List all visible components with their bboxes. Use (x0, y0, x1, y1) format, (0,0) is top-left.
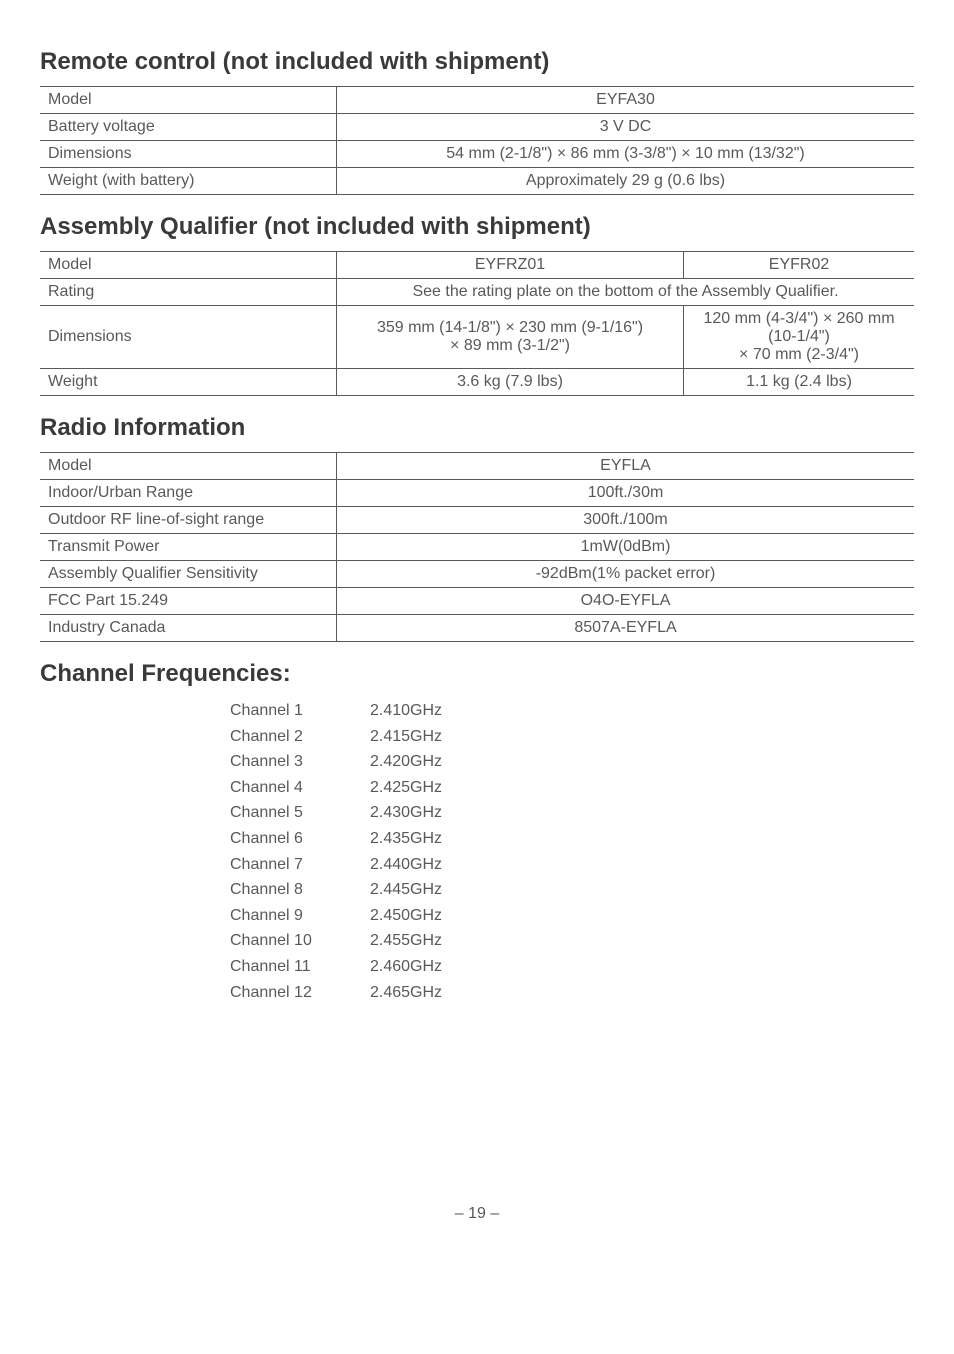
remote-control-table: Model EYFA30 Battery voltage 3 V DC Dime… (40, 86, 914, 195)
dim-a-line2: × 89 mm (3-1/2") (450, 337, 570, 354)
cell-value: 100ft./30m (337, 480, 915, 507)
cell-label: Rating (40, 279, 337, 306)
cell-value: EYFLA (337, 453, 915, 480)
cell-value: 1.1 kg (2.4 lbs) (684, 369, 915, 396)
cell-value: 120 mm (4-3/4") × 260 mm (10-1/4") × 70 … (684, 306, 915, 369)
channel-label: Channel 12 (230, 980, 370, 1006)
cell-label: Weight (with battery) (40, 168, 337, 195)
assembly-qualifier-table: Model EYFRZ01 EYFR02 Rating See the rati… (40, 251, 914, 396)
channel-freq: 2.435GHz (370, 826, 442, 852)
channel-row: Channel 52.430GHz (230, 800, 914, 826)
cell-value: 3.6 kg (7.9 lbs) (337, 369, 684, 396)
cell-value: 359 mm (14-1/8") × 230 mm (9-1/16") × 89… (337, 306, 684, 369)
table-row: Dimensions 54 mm (2-1/8") × 86 mm (3-3/8… (40, 141, 914, 168)
cell-label: Transmit Power (40, 534, 337, 561)
channel-label: Channel 8 (230, 877, 370, 903)
table-row: Dimensions 359 mm (14-1/8") × 230 mm (9-… (40, 306, 914, 369)
cell-value: 300ft./100m (337, 507, 915, 534)
table-row: Outdoor RF line-of-sight range 300ft./10… (40, 507, 914, 534)
table-row: Weight (with battery) Approximately 29 g… (40, 168, 914, 195)
cell-value: Approximately 29 g (0.6 lbs) (337, 168, 915, 195)
channel-row: Channel 42.425GHz (230, 775, 914, 801)
channel-freq: 2.410GHz (370, 698, 442, 724)
cell-label: FCC Part 15.249 (40, 588, 337, 615)
cell-value: See the rating plate on the bottom of th… (337, 279, 915, 306)
channel-freq: 2.430GHz (370, 800, 442, 826)
cell-value: EYFRZ01 (337, 252, 684, 279)
cell-label: Weight (40, 369, 337, 396)
table-row: Model EYFLA (40, 453, 914, 480)
dim-b-line1: 120 mm (4-3/4") × 260 mm (10-1/4") (703, 310, 894, 345)
channel-frequencies-list: Channel 12.410GHzChannel 22.415GHzChanne… (230, 698, 914, 1005)
table-row: Model EYFA30 (40, 87, 914, 114)
channel-label: Channel 10 (230, 928, 370, 954)
cell-value: EYFA30 (337, 87, 915, 114)
cell-value: EYFR02 (684, 252, 915, 279)
channel-row: Channel 12.410GHz (230, 698, 914, 724)
table-row: Battery voltage 3 V DC (40, 114, 914, 141)
channel-freq: 2.425GHz (370, 775, 442, 801)
channel-freq: 2.465GHz (370, 980, 442, 1006)
cell-value: -92dBm(1% packet error) (337, 561, 915, 588)
channel-label: Channel 1 (230, 698, 370, 724)
cell-value: 8507A-EYFLA (337, 615, 915, 642)
channel-freq: 2.445GHz (370, 877, 442, 903)
channel-row: Channel 72.440GHz (230, 852, 914, 878)
channel-freq: 2.420GHz (370, 749, 442, 775)
section2-title: Assembly Qualifier (not included with sh… (40, 213, 914, 241)
channel-label: Channel 9 (230, 903, 370, 929)
cell-value: 54 mm (2-1/8") × 86 mm (3-3/8") × 10 mm … (337, 141, 915, 168)
channel-label: Channel 11 (230, 954, 370, 980)
cell-value: 1mW(0dBm) (337, 534, 915, 561)
section1-title: Remote control (not included with shipme… (40, 48, 914, 76)
channel-row: Channel 92.450GHz (230, 903, 914, 929)
table-row: Rating See the rating plate on the botto… (40, 279, 914, 306)
channel-row: Channel 22.415GHz (230, 724, 914, 750)
cell-value: O4O-EYFLA (337, 588, 915, 615)
page-number: – 19 – (40, 1205, 914, 1223)
channel-label: Channel 3 (230, 749, 370, 775)
cell-value: 3 V DC (337, 114, 915, 141)
channel-freq: 2.415GHz (370, 724, 442, 750)
channel-label: Channel 7 (230, 852, 370, 878)
dim-a-line1: 359 mm (14-1/8") × 230 mm (9-1/16") (377, 319, 643, 336)
cell-label: Model (40, 453, 337, 480)
cell-label: Model (40, 252, 337, 279)
table-row: Transmit Power 1mW(0dBm) (40, 534, 914, 561)
channel-freq: 2.460GHz (370, 954, 442, 980)
channel-label: Channel 6 (230, 826, 370, 852)
channel-row: Channel 32.420GHz (230, 749, 914, 775)
channel-freq: 2.440GHz (370, 852, 442, 878)
cell-label: Assembly Qualifier Sensitivity (40, 561, 337, 588)
channel-label: Channel 5 (230, 800, 370, 826)
cell-label: Dimensions (40, 306, 337, 369)
channel-row: Channel 82.445GHz (230, 877, 914, 903)
radio-info-table: Model EYFLA Indoor/Urban Range 100ft./30… (40, 452, 914, 642)
channel-row: Channel 122.465GHz (230, 980, 914, 1006)
table-row: Model EYFRZ01 EYFR02 (40, 252, 914, 279)
channel-row: Channel 112.460GHz (230, 954, 914, 980)
dim-b-line2: × 70 mm (2-3/4") (739, 346, 859, 363)
channel-label: Channel 2 (230, 724, 370, 750)
section3-title: Radio Information (40, 414, 914, 442)
table-row: Assembly Qualifier Sensitivity -92dBm(1%… (40, 561, 914, 588)
channel-label: Channel 4 (230, 775, 370, 801)
channel-row: Channel 102.455GHz (230, 928, 914, 954)
section4-title: Channel Frequencies: (40, 660, 914, 688)
cell-label: Model (40, 87, 337, 114)
cell-label: Outdoor RF line-of-sight range (40, 507, 337, 534)
cell-label: Indoor/Urban Range (40, 480, 337, 507)
channel-row: Channel 62.435GHz (230, 826, 914, 852)
channel-freq: 2.450GHz (370, 903, 442, 929)
cell-label: Industry Canada (40, 615, 337, 642)
cell-label: Dimensions (40, 141, 337, 168)
cell-label: Battery voltage (40, 114, 337, 141)
table-row: Weight 3.6 kg (7.9 lbs) 1.1 kg (2.4 lbs) (40, 369, 914, 396)
table-row: Indoor/Urban Range 100ft./30m (40, 480, 914, 507)
channel-freq: 2.455GHz (370, 928, 442, 954)
table-row: FCC Part 15.249 O4O-EYFLA (40, 588, 914, 615)
table-row: Industry Canada 8507A-EYFLA (40, 615, 914, 642)
